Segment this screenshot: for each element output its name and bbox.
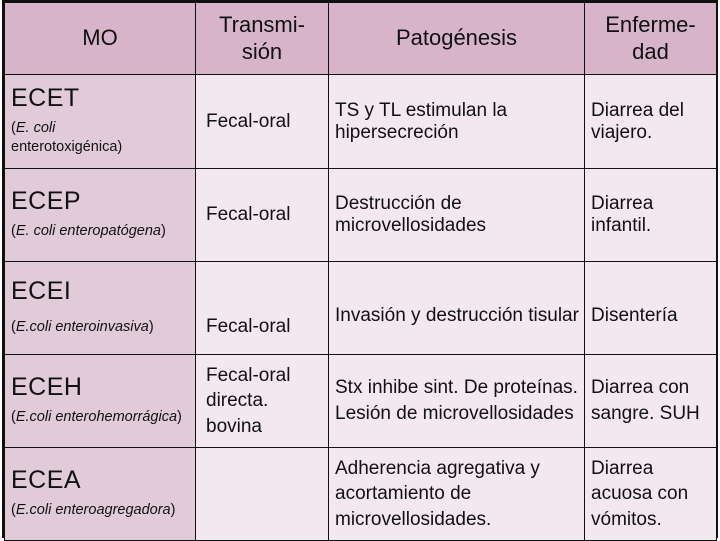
mo-full-name: (E.coli enteroagregadora) [11,502,176,519]
transmision-cell: Fecal-oral directa. bovina [195,354,329,448]
patogenesis-cell: TS y TL estimulan la hipersecreción [328,74,585,169]
header-transmision: Transmi- sión [195,2,329,75]
patogenesis-cell: Destrucción de microvellosidades [328,168,585,262]
table-row: ECEP (E. coli enteropatógena) Fecal-oral… [4,168,717,262]
enfermedad-cell: Disentería [584,261,717,355]
mo-cell: ECEI (E.coli enteroinvasiva) [4,261,196,355]
transmision-cell [195,447,329,541]
header-mo: MO [4,2,196,75]
header-patogenesis: Patogénesis [328,2,585,75]
enfermedad-cell: Diarrea infantil. [584,168,717,262]
mo-cell: ECEA (E.coli enteroagregadora) [4,447,196,541]
mo-cell: ECEP (E. coli enteropatógena) [4,168,196,262]
header-row: MO Transmi- sión Patogénesis Enferme- da… [4,2,717,75]
mo-full-name: (E. coli enterotoxigénica) [11,120,123,155]
table-row: ECEI (E.coli enteroinvasiva) Fecal-oral … [4,261,717,355]
header-enfermedad: Enferme- dad [584,2,717,75]
transmision-cell: Fecal-oral [195,261,329,355]
patogenesis-cell: Adherencia agregativa y acortamiento de … [328,447,585,541]
mo-abbr: ECET [11,84,80,113]
mo-abbr: ECEA [11,466,82,495]
mo-abbr: ECEP [11,187,82,216]
mo-full-name: (E. coli enteropatógena) [11,223,166,240]
enfermedad-cell: Diarrea del viajero. [584,74,717,169]
transmision-cell: Fecal-oral [195,74,329,169]
mo-full-name: (E.coli enterohemorrágica) [11,409,182,426]
enfermedad-cell: Diarrea acuosa con vómitos. [584,447,717,541]
table-row: ECEH (E.coli enterohemorrágica) Fecal-or… [4,354,717,448]
patogenesis-cell: Invasión y destrucción tisular [328,261,585,355]
patogenesis-cell: Stx inhibe sint. De proteínas. Lesión de… [328,354,585,448]
table-row: ECET (E. coli enterotoxigénica) Fecal-ora… [4,74,717,169]
mo-cell: ECEH (E.coli enterohemorrágica) [4,354,196,448]
mo-abbr: ECEI [11,277,72,306]
mo-abbr: ECEH [11,373,83,402]
mo-full-name: (E.coli enteroinvasiva) [11,319,154,336]
enfermedad-cell: Diarrea con sangre. SUH [584,354,717,448]
mo-cell: ECET (E. coli enterotoxigénica) [4,74,196,169]
table-row: ECEA (E.coli enteroagregadora) Adherenci… [4,447,717,541]
transmision-cell: Fecal-oral [195,168,329,262]
ecoli-pathotype-table: MO Transmi- sión Patogénesis Enferme- da… [4,2,717,541]
